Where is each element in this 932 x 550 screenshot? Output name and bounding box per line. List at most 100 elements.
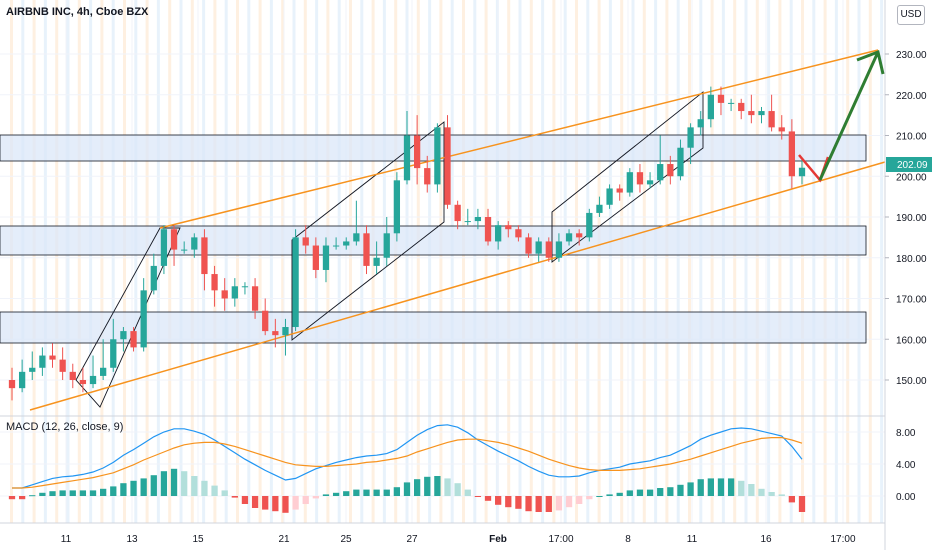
candle-body xyxy=(738,102,745,112)
time-tick-label: 27 xyxy=(406,534,418,545)
macd-histogram-bar xyxy=(424,476,431,496)
macd-histogram-bar xyxy=(434,476,441,496)
candle-body xyxy=(424,168,431,185)
candle-body xyxy=(535,241,542,254)
session-stripe xyxy=(66,0,70,523)
candle-body xyxy=(778,127,785,132)
macd-histogram-bar xyxy=(110,486,117,496)
flag-channel-3 xyxy=(551,91,704,263)
last-price-label: 202.09 xyxy=(897,160,928,171)
macd-histogram-bar xyxy=(393,487,401,496)
candle-body xyxy=(393,180,401,234)
macd-histogram-bar xyxy=(282,496,289,513)
session-stripe xyxy=(123,0,126,523)
symbol-title[interactable]: AIRBNB INC, 4h, Cboe BZX xyxy=(6,6,149,18)
time-tick-label: 13 xyxy=(126,534,138,545)
macd-histogram-bar xyxy=(383,489,390,496)
macd-histogram-bar xyxy=(100,488,107,496)
macd-histogram-bar xyxy=(484,496,492,501)
macd-title[interactable]: MACD (12, 26, close, 9) xyxy=(6,421,124,433)
session-stripe xyxy=(77,0,81,523)
candle-body xyxy=(667,164,674,177)
session-stripe xyxy=(258,0,262,523)
macd-tick-label: 4.00 xyxy=(896,460,916,471)
macd-histogram-bar xyxy=(717,478,725,496)
candle-body xyxy=(201,237,208,275)
macd-histogram-bar xyxy=(343,491,350,496)
macd-histogram-bar xyxy=(403,482,411,496)
session-stripe xyxy=(100,0,104,523)
candle-body xyxy=(545,241,552,258)
currency-button[interactable]: USD xyxy=(897,5,925,25)
session-stripe xyxy=(360,0,364,523)
candle-body xyxy=(59,359,66,372)
macd-histogram-bar xyxy=(130,480,137,496)
candle-body xyxy=(170,229,178,250)
macd-histogram-bar xyxy=(525,496,532,512)
flag-channel-1 xyxy=(75,227,181,408)
session-stripe xyxy=(767,0,771,523)
session-stripe xyxy=(518,0,522,523)
candle-body xyxy=(616,188,623,193)
macd-histogram-bar xyxy=(474,496,482,497)
session-stripe xyxy=(812,0,816,523)
candle-body xyxy=(484,217,492,242)
time-tick-label: 8 xyxy=(625,534,631,545)
macd-histogram-bar xyxy=(495,496,502,505)
session-stripe xyxy=(563,0,567,523)
candle-body xyxy=(454,204,461,222)
time-tick-label: 25 xyxy=(340,534,352,545)
candle-body xyxy=(160,229,168,266)
session-stripe xyxy=(880,0,884,523)
macd-histogram-bar xyxy=(332,492,340,496)
macd-histogram-bar xyxy=(69,490,76,496)
session-stripe xyxy=(846,0,850,523)
macd-histogram-bar xyxy=(677,484,684,496)
session-stripe xyxy=(834,0,838,523)
candle-body xyxy=(464,221,471,223)
candle-body xyxy=(687,127,694,148)
session-stripe xyxy=(778,0,782,523)
macd-histogram-bar xyxy=(738,480,745,496)
candle-body xyxy=(626,172,633,193)
macd-histogram-bar xyxy=(201,480,208,496)
candle-body xyxy=(586,212,593,238)
main-rising-channel xyxy=(29,49,886,411)
macd-line xyxy=(12,424,803,489)
session-stripe xyxy=(382,0,386,523)
session-stripe xyxy=(597,0,601,523)
macd-histogram-bar xyxy=(727,478,735,496)
session-stripe xyxy=(21,0,25,523)
candle-body xyxy=(353,233,360,242)
channel-upper-line xyxy=(159,49,879,229)
candle-body xyxy=(312,245,319,270)
session-stripe xyxy=(642,0,646,523)
macd-histogram-bar xyxy=(181,471,188,496)
candle-body xyxy=(697,119,704,128)
candle-body xyxy=(343,241,350,246)
candle-body xyxy=(251,286,259,311)
macd-histogram-bar xyxy=(646,489,654,496)
session-stripe xyxy=(145,0,149,523)
macd-histogram-bar xyxy=(788,496,796,503)
candle-body xyxy=(636,172,644,185)
session-stripe xyxy=(823,0,827,523)
candle-body xyxy=(606,188,613,205)
candle-body xyxy=(434,127,441,185)
macd-histogram-bar xyxy=(545,496,552,512)
session-stripes xyxy=(10,0,884,523)
macd-histogram-bar xyxy=(515,496,522,509)
price-tick-label: 230.00 xyxy=(896,50,927,61)
candle-body xyxy=(515,229,522,238)
macd-histogram-bar xyxy=(59,490,66,496)
candle-body xyxy=(646,180,654,185)
macd-histogram-bar xyxy=(616,492,623,496)
session-stripe xyxy=(586,0,590,523)
candle-body xyxy=(788,131,796,177)
candle-body xyxy=(474,217,482,222)
macd-histogram-bar xyxy=(292,496,299,510)
candle-body xyxy=(565,233,573,242)
time-tick-label: 11 xyxy=(61,534,72,545)
candle-body xyxy=(89,375,97,385)
